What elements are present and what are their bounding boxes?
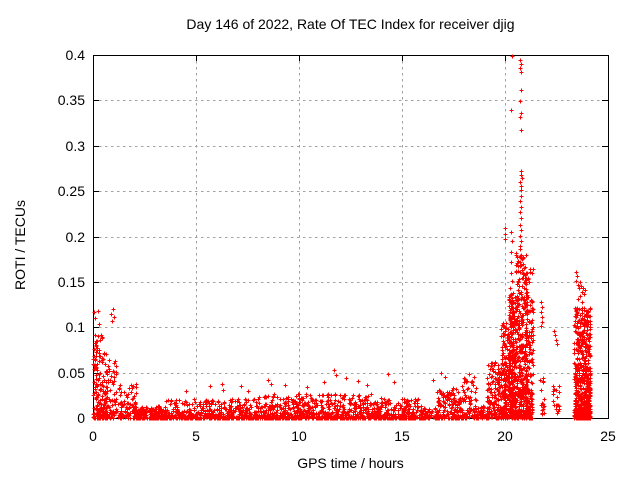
y-tick-label: 0.15 [58,274,85,290]
y-tick-label: 0.25 [58,183,85,199]
y-tick-label: 0.05 [58,365,85,381]
axes-layer [93,55,609,419]
tick-labels-layer: 0 5 10 15 20 25 0 0.05 0.1 0.15 0.2 0.25 0.3 0.35 0.4 [58,47,616,444]
y-tick-label: 0 [77,410,85,426]
y-tick-label: 0.1 [66,319,86,335]
y-tick-label: 0.2 [66,229,86,245]
x-tick-label: 25 [600,428,616,444]
x-tick-label: 5 [192,428,200,444]
y-tick-label: 0.4 [66,47,86,63]
x-tick-label: 0 [89,428,97,444]
y-axis-label: ROTI / TECUs [12,200,28,290]
y-tick-label: 0.35 [58,92,85,108]
data-points [91,54,593,421]
y-tick-label: 0.3 [66,138,86,154]
x-tick-label: 10 [291,428,307,444]
chart-title: Day 146 of 2022, Rate Of TEC Index for r… [186,16,515,32]
grid-layer [93,55,608,418]
x-axis-label: GPS time / hours [297,455,404,471]
x-tick-label: 20 [497,428,513,444]
x-tick-label: 15 [394,428,410,444]
